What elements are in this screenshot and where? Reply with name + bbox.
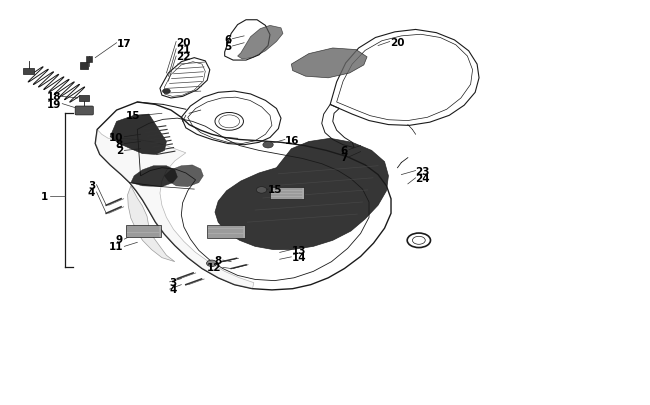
Text: 20: 20 — [390, 37, 404, 47]
Circle shape — [162, 90, 170, 94]
Text: 8: 8 — [214, 256, 222, 265]
Bar — [23, 69, 34, 75]
Text: 20: 20 — [176, 37, 190, 47]
Text: 9: 9 — [116, 234, 123, 245]
Circle shape — [256, 187, 266, 194]
Text: 14: 14 — [291, 252, 306, 262]
Text: 22: 22 — [176, 52, 190, 62]
Text: 2: 2 — [116, 146, 123, 156]
Polygon shape — [238, 26, 283, 60]
Text: 23: 23 — [415, 166, 430, 176]
Circle shape — [263, 142, 273, 149]
Text: 17: 17 — [116, 38, 131, 49]
Polygon shape — [110, 115, 166, 155]
Text: 16: 16 — [285, 135, 300, 145]
Polygon shape — [96, 130, 254, 289]
Text: 6: 6 — [224, 34, 231, 45]
Polygon shape — [127, 186, 175, 262]
Text: 4: 4 — [88, 188, 96, 197]
Text: 24: 24 — [415, 173, 430, 183]
Text: 6: 6 — [341, 145, 348, 155]
Text: 13: 13 — [291, 245, 306, 255]
Polygon shape — [215, 139, 389, 250]
Text: 7: 7 — [341, 152, 348, 162]
Polygon shape — [164, 166, 203, 187]
FancyBboxPatch shape — [75, 107, 94, 115]
Text: 4: 4 — [170, 284, 177, 294]
Polygon shape — [131, 166, 177, 187]
Text: 3: 3 — [88, 180, 96, 190]
Bar — [81, 62, 88, 70]
FancyBboxPatch shape — [125, 225, 161, 238]
Text: 1: 1 — [41, 192, 48, 201]
FancyBboxPatch shape — [270, 187, 304, 199]
Text: 21: 21 — [176, 45, 190, 55]
FancyBboxPatch shape — [207, 225, 245, 239]
Text: 19: 19 — [47, 99, 61, 109]
Text: 8: 8 — [116, 139, 123, 149]
Text: 10: 10 — [109, 132, 123, 142]
Text: 11: 11 — [109, 242, 123, 252]
Text: 18: 18 — [46, 92, 61, 102]
Bar — [86, 56, 92, 62]
Text: 12: 12 — [207, 263, 222, 273]
Bar — [79, 96, 90, 102]
Text: 15: 15 — [268, 185, 283, 195]
Circle shape — [207, 260, 217, 267]
Text: 3: 3 — [170, 277, 177, 287]
Polygon shape — [291, 49, 367, 79]
Text: 5: 5 — [224, 42, 231, 52]
Text: 15: 15 — [126, 111, 140, 121]
